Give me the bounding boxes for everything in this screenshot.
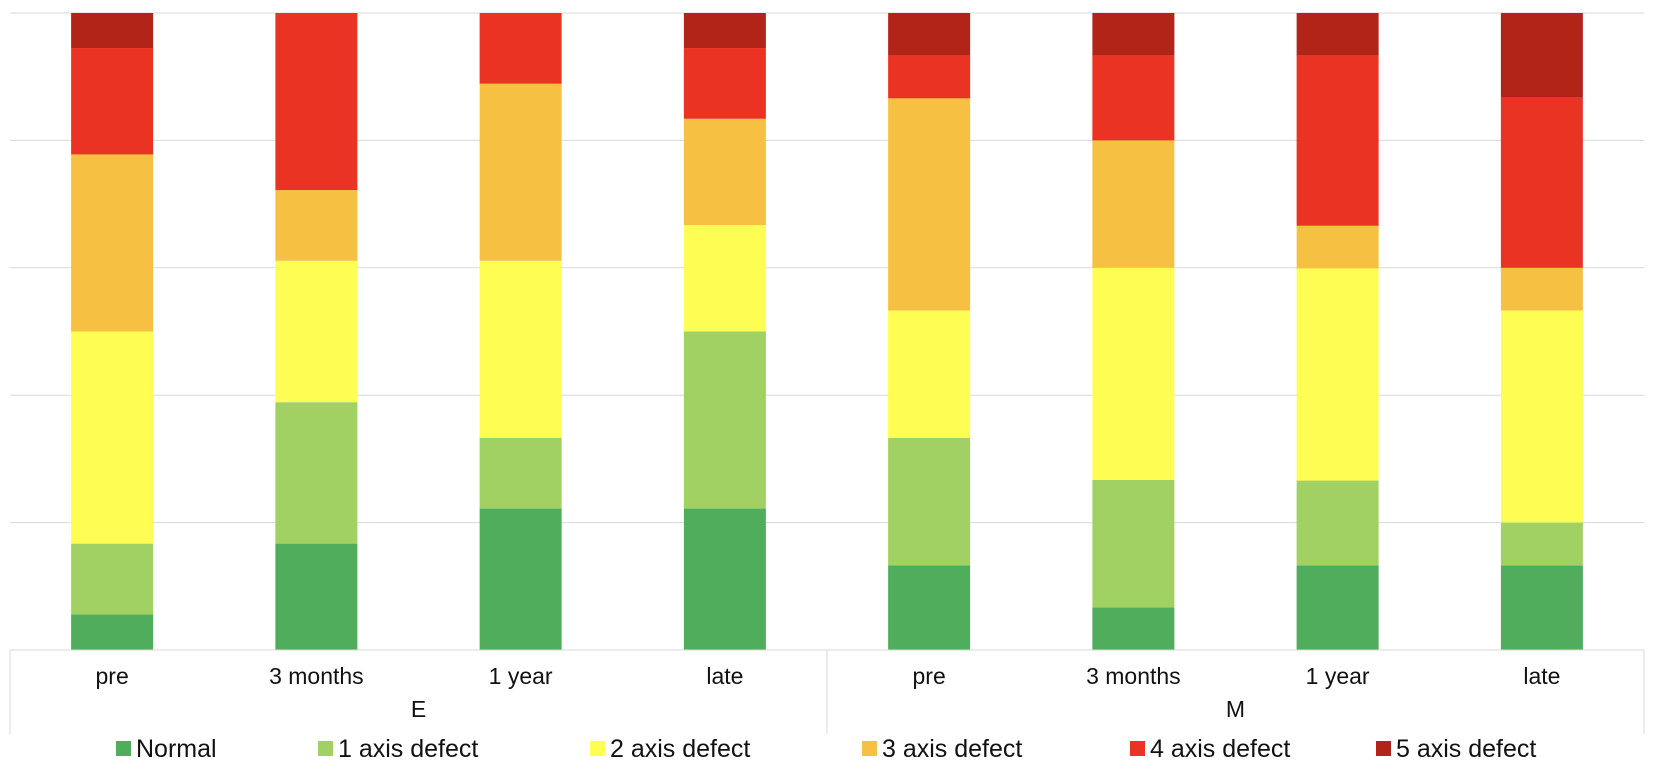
bar-segment-normal [275,543,358,650]
legend-swatch [116,741,131,756]
bar-segment-2-axis-defect [1500,310,1583,523]
bar-segment-2-axis-defect [71,331,154,544]
legend: Normal 1 axis defect 2 axis defect 3 axis d… [116,735,1536,763]
legend-swatch [318,741,333,756]
bar-segment-1-axis-defect [275,402,358,544]
bar-segment-normal [1296,565,1379,650]
bar-segment-normal [683,508,766,650]
legend-label: 4 axis defect [1150,735,1290,763]
legend-swatch [1376,741,1391,756]
bar-segment-normal [479,508,562,650]
bar-segment-4-axis-defect [71,48,154,155]
legend-swatch [1130,741,1145,756]
bar-segment-5-axis-defect [888,13,971,56]
legend-label: 5 axis defect [1396,735,1536,763]
bar-segment-2-axis-defect [888,310,971,438]
bar-segment-3-axis-defect [275,190,358,261]
bar-segment-3-axis-defect [1092,140,1175,268]
bar-segment-2-axis-defect [1296,268,1379,481]
bar-segment-5-axis-defect [1500,13,1583,98]
bar-segment-normal [1500,565,1583,650]
x-tick-label: late [706,663,743,689]
bar-segment-4-axis-defect [1500,97,1583,268]
category-axis: pre 3 months 1 year late pre 3 months 1 year la… [9,649,1645,734]
x-tick-label: 1 year [1306,663,1370,689]
bars [71,13,1583,650]
bar-segment-normal [888,565,971,650]
group-label: E [411,696,426,722]
bar-segment-1-axis-defect [888,437,971,566]
bar-segment-1-axis-defect [71,543,154,615]
legend-label: 3 axis defect [882,735,1022,763]
bar-segment-1-axis-defect [1092,479,1175,608]
x-tick-label: pre [913,663,946,689]
bar-segment-2-axis-defect [1092,267,1175,480]
bar-segment-1-axis-defect [479,437,562,509]
bar-segment-normal [71,614,154,650]
bar-segment-3-axis-defect [71,154,154,332]
bar-segment-1-axis-defect [1500,522,1583,566]
gridlines [10,12,1644,651]
bar-segment-5-axis-defect [683,13,766,49]
bar-segment-5-axis-defect [71,13,154,49]
bar-segment-1-axis-defect [683,331,766,509]
bar-segment-4-axis-defect [1296,55,1379,226]
bar-segment-3-axis-defect [479,83,562,261]
bar-segment-3-axis-defect [683,118,766,226]
x-tick-label: pre [96,663,129,689]
legend-label: 2 axis defect [610,735,750,763]
legend-label: Normal [136,735,217,763]
x-tick-label: 3 months [269,663,364,689]
legend-swatch [862,741,877,756]
bar-segment-2-axis-defect [683,225,766,332]
x-tick-label: late [1523,663,1560,689]
bar-segment-1-axis-defect [1296,480,1379,566]
bar-segment-5-axis-defect [1296,13,1379,56]
group-label: M [1226,696,1245,722]
x-tick-label: 3 months [1086,663,1181,689]
bar-segment-5-axis-defect [1092,13,1175,56]
bar-segment-4-axis-defect [683,48,766,119]
bar-segment-normal [1092,607,1175,650]
bar-segment-2-axis-defect [479,260,562,438]
bar-segment-4-axis-defect [275,13,358,191]
x-tick-label: 1 year [489,663,553,689]
bar-segment-3-axis-defect [888,98,971,311]
bar-segment-2-axis-defect [275,260,358,403]
bar-segment-3-axis-defect [1296,225,1379,269]
bar-segment-4-axis-defect [1092,55,1175,141]
bar-segment-4-axis-defect [479,13,562,84]
legend-label: 1 axis defect [338,735,478,763]
bar-segment-3-axis-defect [1500,267,1583,311]
bar-segment-4-axis-defect [888,55,971,99]
legend-swatch [590,741,605,756]
